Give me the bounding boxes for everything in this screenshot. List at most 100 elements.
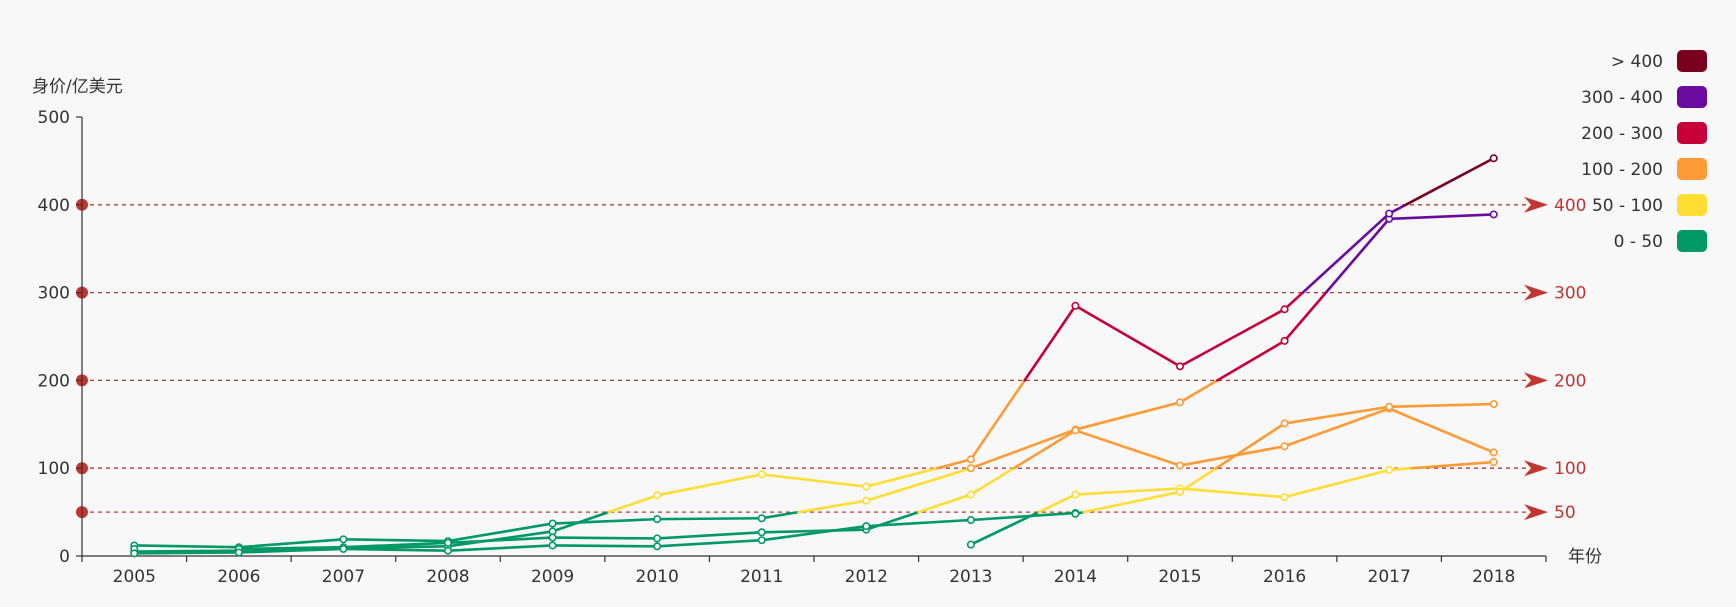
axis-labels: 身价/亿美元 年份 0 100 200 300 400 500 2005 2006 2007 20… bbox=[32, 77, 1602, 587]
x-tick-label: 2010 bbox=[636, 567, 679, 587]
legend-label: 0 - 50 bbox=[1614, 232, 1663, 252]
series-0-segment bbox=[1178, 379, 1219, 404]
series-3-point bbox=[443, 546, 452, 555]
legend-item[interactable]: 50 - 100 bbox=[1592, 194, 1707, 216]
series-0-segment bbox=[1074, 401, 1182, 431]
series-1-segment bbox=[1178, 307, 1286, 368]
mark-line-label: 200 bbox=[1554, 371, 1586, 391]
series-4-segment bbox=[969, 510, 1041, 546]
series-2-segment bbox=[1387, 407, 1496, 454]
series-0-segment bbox=[864, 466, 973, 502]
legend-label: 50 - 100 bbox=[1592, 196, 1663, 216]
legend-swatch bbox=[1677, 122, 1707, 144]
series-0-segment bbox=[1387, 213, 1496, 221]
legend-swatch bbox=[1677, 230, 1707, 252]
series-2-segment bbox=[760, 528, 868, 534]
mark-line-label: 100 bbox=[1554, 459, 1586, 479]
legend-item[interactable]: 200 - 300 bbox=[1581, 122, 1707, 144]
series-0-point bbox=[966, 464, 975, 473]
mark-line-arrow bbox=[1524, 284, 1548, 301]
series-1-point bbox=[757, 470, 766, 479]
series-2-segment bbox=[1283, 407, 1391, 448]
series-3-segment bbox=[760, 524, 868, 542]
legend-item[interactable]: 100 - 200 bbox=[1581, 158, 1707, 180]
axes bbox=[76, 116, 1547, 562]
series-3-point bbox=[130, 549, 139, 558]
series-5-segment bbox=[1082, 490, 1182, 514]
series-2-segment bbox=[969, 466, 1016, 496]
series-0-segment bbox=[655, 516, 764, 521]
series-3-segment bbox=[446, 544, 554, 553]
series-2-segment bbox=[1178, 444, 1286, 467]
series-2-point bbox=[757, 528, 766, 537]
series-1-point bbox=[1071, 301, 1080, 310]
series-4-segment bbox=[1178, 487, 1286, 499]
series-1-point bbox=[1280, 305, 1289, 314]
series-0-point bbox=[548, 519, 557, 528]
series-0-point bbox=[1176, 398, 1185, 407]
series-2-segment bbox=[342, 541, 450, 549]
series-5-segment bbox=[1178, 466, 1218, 494]
series-1-segment bbox=[1283, 291, 1305, 311]
y-tick-label: 100 bbox=[38, 459, 70, 479]
x-tick-label: 2014 bbox=[1054, 567, 1097, 587]
series-3-segment bbox=[132, 551, 241, 555]
series-4-segment bbox=[1074, 487, 1182, 496]
legend-item[interactable]: > 400 bbox=[1611, 50, 1707, 72]
series-4-point bbox=[966, 540, 975, 549]
x-tick-label: 2011 bbox=[740, 567, 783, 587]
series-0-segment bbox=[760, 510, 800, 520]
series-3-segment bbox=[551, 544, 659, 548]
x-axis-title: 年份 bbox=[1568, 547, 1602, 567]
series-1-segment bbox=[864, 466, 939, 488]
x-tick-label: 2008 bbox=[426, 567, 469, 587]
series-1-segment bbox=[342, 545, 450, 550]
series-5-point bbox=[1385, 402, 1394, 411]
series-2-segment bbox=[237, 545, 345, 551]
legend-label: > 400 bbox=[1611, 52, 1663, 72]
series-2-point bbox=[1489, 448, 1498, 457]
series-3-point bbox=[966, 516, 975, 525]
legend-item[interactable]: 300 - 400 bbox=[1581, 86, 1707, 108]
series-2-point bbox=[1176, 461, 1185, 470]
series-0-segment bbox=[551, 517, 659, 525]
x-tick-label: 2012 bbox=[845, 567, 888, 587]
series-3-point bbox=[234, 548, 243, 557]
series-0-point bbox=[339, 535, 348, 544]
series-0-segment bbox=[1324, 217, 1391, 294]
series-0-segment bbox=[132, 544, 241, 549]
series-3-segment bbox=[342, 547, 450, 553]
series-1-segment bbox=[1404, 156, 1496, 207]
series-2-segment bbox=[655, 530, 764, 540]
mark-line-arrow bbox=[1524, 504, 1548, 521]
series-0-point bbox=[1280, 336, 1289, 345]
series-1-segment bbox=[607, 494, 659, 514]
legend-item[interactable]: 0 - 50 bbox=[1614, 230, 1707, 252]
visual-map-legend[interactable]: > 400 300 - 400 200 - 300 100 - 200 50 - 100… bbox=[1581, 50, 1707, 252]
series-0-segment bbox=[446, 522, 554, 543]
legend-swatch bbox=[1677, 158, 1707, 180]
y-tick-label: 200 bbox=[38, 371, 70, 391]
mark-line-label: 50 bbox=[1554, 503, 1576, 523]
series-1-segment bbox=[1301, 212, 1391, 294]
series-0-segment bbox=[342, 538, 450, 543]
series-lines bbox=[132, 156, 1496, 555]
series-3-segment bbox=[864, 518, 973, 528]
series-4-segment bbox=[1037, 493, 1077, 514]
series-1-segment bbox=[446, 530, 554, 548]
y-axis-title: 身价/亿美元 bbox=[32, 77, 123, 97]
mark-line-arrow bbox=[1524, 372, 1548, 389]
series-1-segment bbox=[551, 510, 610, 533]
series-1-point bbox=[653, 491, 662, 500]
mark-lines: 400 300 200 100 50 bbox=[76, 196, 1586, 523]
series-0-segment bbox=[1216, 339, 1286, 382]
series-2-segment bbox=[1012, 429, 1077, 470]
data-points bbox=[130, 154, 1498, 558]
series-1-segment bbox=[1074, 304, 1182, 368]
series-2-segment bbox=[917, 493, 973, 514]
legend-label: 100 - 200 bbox=[1581, 160, 1663, 180]
series-3-point bbox=[653, 542, 662, 551]
legend-swatch bbox=[1677, 86, 1707, 108]
series-4-point bbox=[1071, 490, 1080, 499]
series-5-point bbox=[1071, 509, 1080, 518]
